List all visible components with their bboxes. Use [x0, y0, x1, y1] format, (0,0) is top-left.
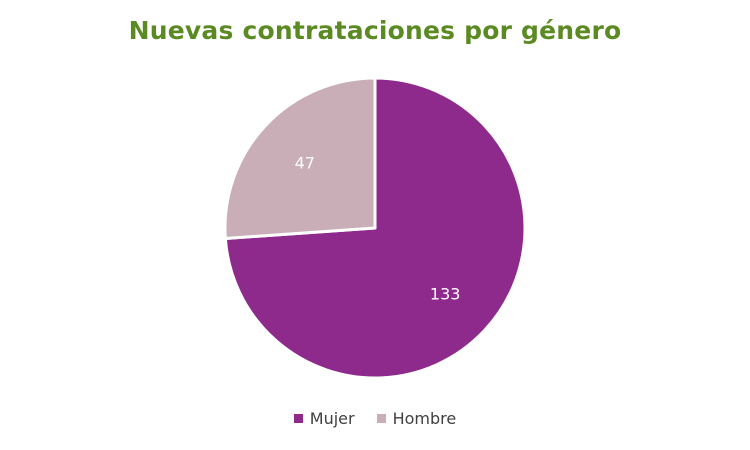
slices-layer	[223, 76, 527, 380]
legend: Mujer Hombre	[0, 409, 750, 428]
chart-title: Nuevas contrataciones por género	[128, 16, 622, 45]
data-label-mujer: 133	[430, 284, 461, 303]
legend-label: Hombre	[392, 409, 457, 428]
legend-label: Mujer	[309, 409, 355, 428]
legend-swatch	[293, 414, 303, 423]
labels-layer: 133 47	[295, 154, 461, 304]
legend-swatch	[376, 414, 386, 423]
legend-item-mujer: Mujer	[293, 409, 355, 428]
pie-slice-hombre	[223, 76, 377, 240]
legend-item-hombre: Hombre	[376, 409, 457, 428]
data-label-hombre: 47	[295, 154, 315, 173]
